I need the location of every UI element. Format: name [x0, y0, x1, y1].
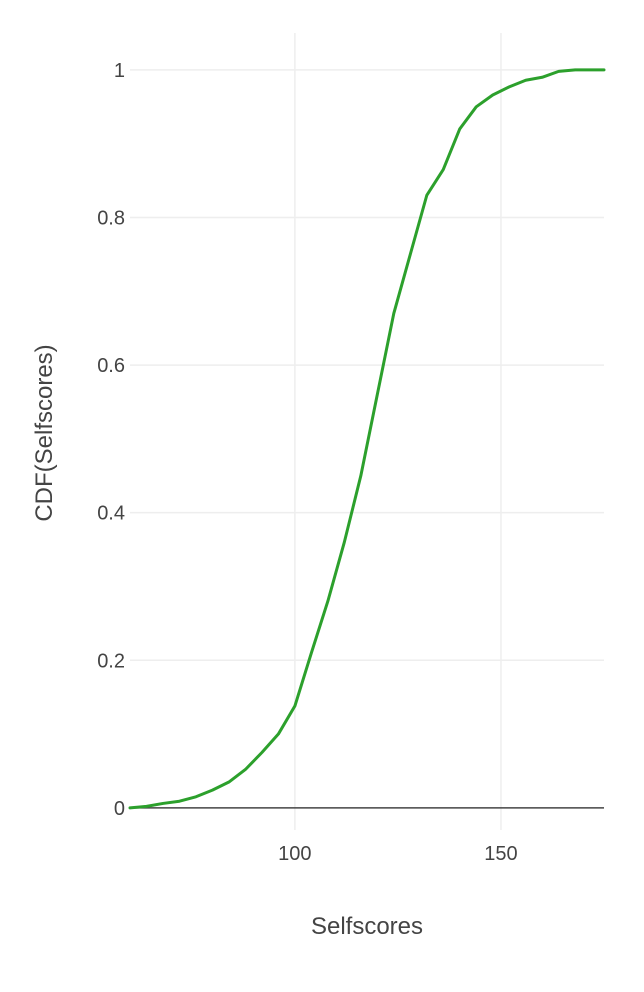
- x-tick-label: 150: [484, 843, 517, 865]
- y-tick-labels: 0 0.2 0.4 0.6 0.8 1: [97, 60, 125, 820]
- y-tick-label: 0.8: [97, 207, 125, 229]
- grid-lines: [130, 33, 604, 830]
- series-group: [128, 68, 606, 810]
- y-tick-label: 0.4: [97, 503, 125, 525]
- y-tick-label: 1: [114, 60, 125, 82]
- x-tick-label: 100: [278, 843, 311, 865]
- cdf-series-line: [128, 68, 606, 810]
- y-tick-label: 0.6: [97, 355, 125, 377]
- x-tick-labels: 100 150: [278, 843, 517, 865]
- y-tick-label: 0.2: [97, 650, 125, 672]
- x-axis-title: Selfscores: [311, 913, 423, 940]
- y-axis-title: CDF(Selfscores): [31, 344, 58, 521]
- y-tick-label: 0: [114, 798, 125, 820]
